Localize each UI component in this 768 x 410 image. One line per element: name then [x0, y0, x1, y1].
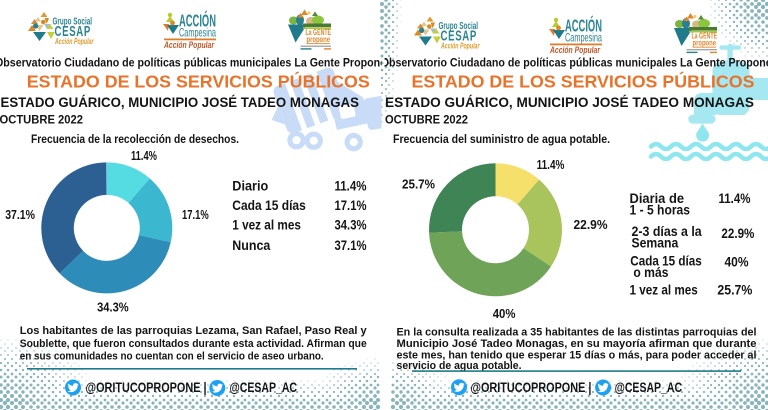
- svg-text:17.1%: 17.1%: [182, 207, 209, 222]
- svg-text:Los habitantes de las parroqui: Los habitantes de las parroquias Lezama,…: [20, 325, 368, 337]
- svg-text:ESTADO GUÁRICO, MUNICIPIO JOSÉ: ESTADO GUÁRICO, MUNICIPIO JOSÉ TADEO MON…: [385, 94, 754, 110]
- svg-text:OCTUBRE 2022: OCTUBRE 2022: [385, 113, 468, 127]
- svg-text:Acción Popular: Acción Popular: [440, 42, 480, 51]
- svg-text:Cada 15 días: Cada 15 días: [630, 253, 701, 268]
- svg-text:ACCIÓN: ACCIÓN: [565, 15, 602, 36]
- svg-text:Cada 15 días: Cada 15 días: [232, 198, 305, 213]
- svg-text:Soublette, que fueron consulta: Soublette, que fueron consultados durant…: [20, 338, 367, 350]
- svg-text:34.3%: 34.3%: [335, 218, 367, 233]
- svg-text:Frecuencia de la recolección d: Frecuencia de la recolección de desechos…: [31, 132, 239, 146]
- svg-text:11.4%: 11.4%: [131, 148, 157, 163]
- svg-text:CESAP: CESAP: [55, 24, 92, 40]
- svg-text:La GENTE: La GENTE: [692, 31, 718, 41]
- svg-text:ESTADO GUÁRICO, MUNICIPIO JOSÉ: ESTADO GUÁRICO, MUNICIPIO JOSÉ TADEO MON…: [1, 94, 360, 110]
- svg-text:@ORITUCOPROPONE |: @ORITUCOPROPONE |: [470, 380, 591, 395]
- svg-text:25.7%: 25.7%: [402, 176, 435, 191]
- svg-text:o más: o más: [633, 265, 668, 280]
- svg-text:servicio de agua potable.: servicio de agua potable.: [397, 360, 522, 372]
- svg-text:@ORITUCOPROPONE |: @ORITUCOPROPONE |: [86, 380, 207, 395]
- svg-text:@CESAP_AC: @CESAP_AC: [615, 380, 683, 395]
- svg-text:11.4%: 11.4%: [537, 157, 565, 172]
- svg-text:@CESAP_AC: @CESAP_AC: [230, 380, 298, 395]
- svg-text:40%: 40%: [493, 306, 516, 321]
- svg-text:25.7%: 25.7%: [717, 283, 752, 298]
- svg-text:ESTADO DE LOS SERVICIOS PÚBLIC: ESTADO DE LOS SERVICIOS PÚBLICOS: [412, 71, 755, 92]
- svg-text:Diario: Diario: [232, 179, 268, 194]
- svg-text:La GENTE: La GENTE: [306, 27, 332, 37]
- svg-text:propone: propone: [693, 38, 717, 48]
- svg-text:OCTUBRE 2022: OCTUBRE 2022: [0, 113, 83, 127]
- svg-text:1 vez al mes: 1 vez al mes: [630, 283, 698, 298]
- svg-text:Acción Popular: Acción Popular: [163, 40, 215, 51]
- svg-text:Acción Popular: Acción Popular: [54, 37, 94, 46]
- svg-text:1 - 5 horas: 1 - 5 horas: [630, 203, 691, 218]
- svg-text:Municipio José Tadeo Monagas,: Municipio José Tadeo Monagas, en su mayo…: [397, 338, 757, 350]
- svg-text:En la consulta realizada a 35: En la consulta realizada a 35 habitantes…: [397, 326, 757, 338]
- svg-text:ACCIÓN: ACCIÓN: [179, 10, 216, 31]
- svg-text:22.9%: 22.9%: [721, 226, 754, 241]
- svg-text:CESAP: CESAP: [441, 29, 478, 45]
- svg-text:37.1%: 37.1%: [335, 238, 367, 253]
- svg-text:2-3 días a la: 2-3 días a la: [632, 224, 703, 239]
- svg-text:40%: 40%: [725, 255, 749, 270]
- svg-text:1 vez al mes: 1 vez al mes: [232, 218, 301, 233]
- svg-text:37.1%: 37.1%: [5, 207, 35, 222]
- svg-text:Observatorio Ciudadano de polí: Observatorio Ciudadano de políticas públ…: [0, 56, 386, 70]
- svg-text:ESTADO DE LOS SERVICIOS PÚBLIC: ESTADO DE LOS SERVICIOS PÚBLICOS: [27, 71, 370, 92]
- svg-text:Grupo Social: Grupo Social: [439, 21, 479, 32]
- svg-text:11.4%: 11.4%: [719, 191, 751, 206]
- svg-text:en sus comunidades no cuentan: en sus comunidades no cuentan con el ser…: [20, 351, 324, 363]
- svg-text:Frecuencia del suministro de a: Frecuencia del suministro de agua potabl…: [393, 132, 610, 146]
- svg-text:propone: propone: [307, 34, 331, 44]
- svg-text:Observatorio Ciudadano de polí: Observatorio Ciudadano de políticas públ…: [381, 56, 768, 70]
- svg-text:este mes, han tenido que esper: este mes, han tenido que esperar 15 días…: [397, 350, 757, 362]
- svg-text:Nunca: Nunca: [232, 238, 270, 253]
- svg-text:Grupo Social: Grupo Social: [53, 17, 93, 28]
- svg-text:Campesina: Campesina: [565, 31, 602, 45]
- svg-text:Campesina: Campesina: [179, 26, 216, 40]
- svg-text:17.1%: 17.1%: [335, 198, 367, 213]
- svg-text:11.4%: 11.4%: [335, 179, 367, 194]
- svg-text:Acción Popular: Acción Popular: [549, 45, 601, 56]
- svg-text:34.3%: 34.3%: [97, 299, 129, 314]
- svg-text:Semana: Semana: [632, 236, 679, 251]
- svg-text:22.9%: 22.9%: [574, 217, 608, 232]
- svg-text:Diaria de: Diaria de: [630, 191, 685, 206]
